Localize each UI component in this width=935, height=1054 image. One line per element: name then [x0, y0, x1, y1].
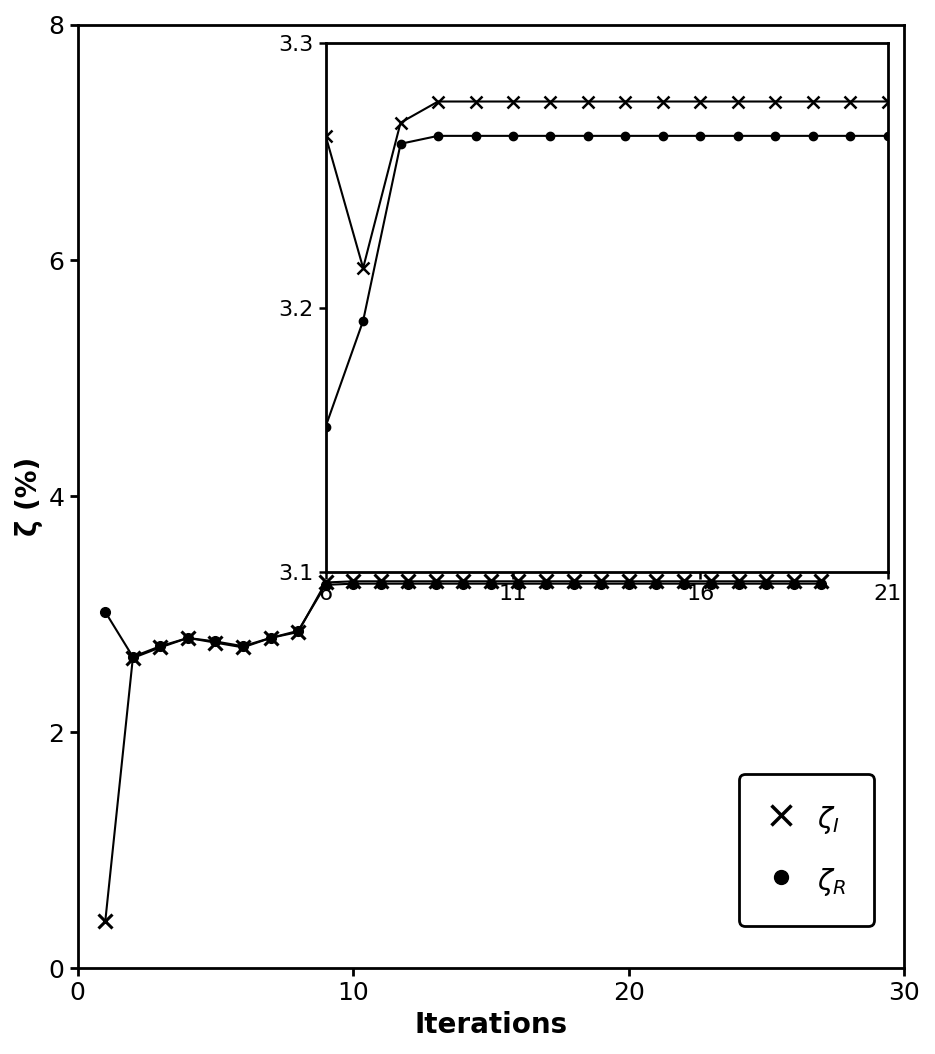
- Legend: $\zeta_I$, $\zeta_R$: $\zeta_I$, $\zeta_R$: [740, 775, 873, 926]
- Y-axis label: ζ (%): ζ (%): [15, 456, 43, 536]
- X-axis label: Iterations: Iterations: [414, 1011, 568, 1039]
